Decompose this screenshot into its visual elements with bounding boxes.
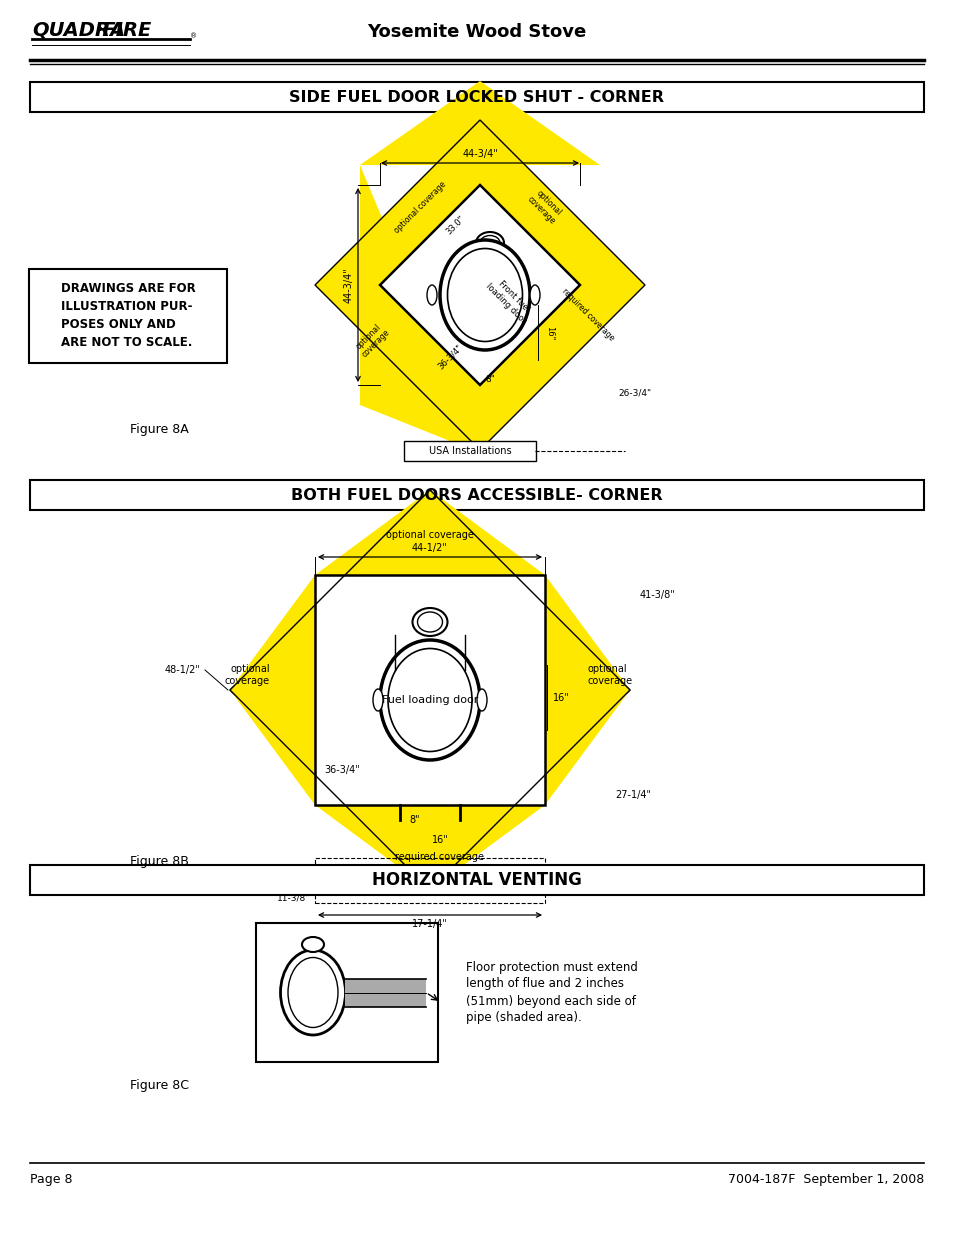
Polygon shape [359,165,479,453]
FancyBboxPatch shape [29,269,227,363]
Text: USA Installations: USA Installations [428,446,511,456]
Text: HORIZONTAL VENTING: HORIZONTAL VENTING [372,871,581,889]
Text: Figure 8B: Figure 8B [130,856,189,868]
Ellipse shape [302,937,324,952]
Text: 7004-187F  September 1, 2008: 7004-187F September 1, 2008 [727,1173,923,1187]
Text: 48-1/2": 48-1/2" [164,664,200,676]
Text: 8": 8" [484,375,495,384]
Text: optional
coverage: optional coverage [225,664,270,685]
Text: required coverage: required coverage [559,287,616,343]
FancyBboxPatch shape [30,480,923,510]
Ellipse shape [417,613,442,632]
FancyBboxPatch shape [30,82,923,112]
Text: optional
coverage: optional coverage [525,188,564,226]
Text: DRAWINGS ARE FOR
ILLUSTRATION PUR-
POSES ONLY AND
ARE NOT TO SCALE.: DRAWINGS ARE FOR ILLUSTRATION PUR- POSES… [61,283,195,350]
Polygon shape [379,185,579,385]
Polygon shape [544,576,629,805]
FancyBboxPatch shape [255,923,437,1062]
Ellipse shape [427,285,436,305]
Text: Floor protection must extend
length of flue and 2 inches
(51mm) beyond each side: Floor protection must extend length of f… [465,961,638,1025]
Ellipse shape [479,236,499,251]
Text: 33.0": 33.0" [443,214,466,236]
Text: Page 8: Page 8 [30,1173,72,1187]
Polygon shape [230,490,629,890]
Text: optional coverage: optional coverage [386,530,474,540]
Text: 16": 16" [553,693,569,703]
Text: Figure 8C: Figure 8C [130,1078,189,1092]
Text: 11-3/8": 11-3/8" [276,893,310,903]
Ellipse shape [412,608,447,636]
Polygon shape [314,805,544,890]
Ellipse shape [476,689,486,711]
Text: 8": 8" [409,815,420,825]
Text: SIDE FUEL DOOR LOCKED SHUT - CORNER: SIDE FUEL DOOR LOCKED SHUT - CORNER [289,89,664,105]
Text: required coverage: required coverage [395,852,484,862]
Ellipse shape [373,689,382,711]
Text: ®: ® [190,33,197,40]
Ellipse shape [379,640,479,760]
Polygon shape [314,490,544,576]
Text: 16": 16" [431,835,448,845]
Polygon shape [314,120,644,450]
Text: ·FIRE: ·FIRE [95,21,152,40]
Text: 16": 16" [544,326,554,340]
Text: optional
coverage: optional coverage [353,321,391,359]
Text: 36-3/4": 36-3/4" [436,343,464,372]
Polygon shape [230,576,314,805]
FancyBboxPatch shape [314,576,544,805]
Polygon shape [359,82,599,165]
Ellipse shape [388,648,472,752]
Ellipse shape [447,248,522,342]
Text: 44-3/4": 44-3/4" [461,149,497,159]
Ellipse shape [288,957,337,1028]
Text: optional
coverage: optional coverage [587,664,633,685]
Text: Figure 8A: Figure 8A [130,424,189,436]
Ellipse shape [530,285,539,305]
Text: 44-3/4": 44-3/4" [344,267,354,303]
Ellipse shape [280,950,345,1035]
Ellipse shape [439,240,530,350]
Text: BOTH FUEL DOORS ACCESSIBLE- CORNER: BOTH FUEL DOORS ACCESSIBLE- CORNER [291,488,662,503]
Text: 17-1/4": 17-1/4" [412,919,448,929]
Text: 36-3/4": 36-3/4" [324,764,359,776]
Text: Fuel loading door: Fuel loading door [381,695,477,705]
FancyBboxPatch shape [403,441,536,461]
Text: optional coverage: optional coverage [392,179,447,235]
Text: Yosemite Wood Stove: Yosemite Wood Stove [367,23,586,41]
Text: Front fuel
loading door: Front fuel loading door [484,274,536,326]
Bar [345,978,426,1007]
Text: 26-3/4": 26-3/4" [618,389,651,398]
Text: 44-1/2": 44-1/2" [412,543,448,553]
Ellipse shape [476,232,503,254]
Text: 41-3/8": 41-3/8" [639,590,675,600]
FancyBboxPatch shape [30,864,923,895]
Text: 27-1/4": 27-1/4" [615,790,650,800]
Text: QUADRA: QUADRA [32,21,125,40]
